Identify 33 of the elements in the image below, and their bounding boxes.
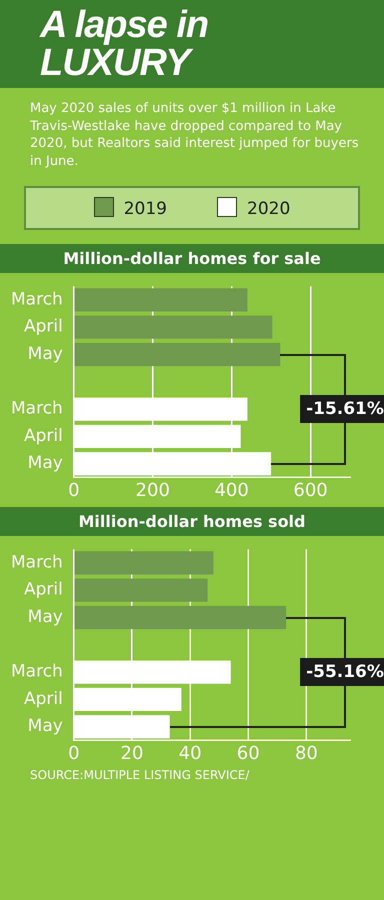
x-tick-label: 400: [214, 480, 249, 502]
y-tick-label: April: [24, 689, 63, 710]
x-tick-label: 40: [178, 743, 202, 764]
y-tick-label: March: [10, 552, 63, 572]
x-tick-label: 0: [68, 743, 80, 764]
x-tick-label: 80: [294, 743, 318, 764]
x-tick-label: 200: [136, 480, 170, 502]
legend-label: 2020: [246, 198, 290, 220]
annotation: -55.16%: [300, 658, 384, 686]
y-tick-label: May: [28, 453, 63, 474]
x-tick-label: 60: [236, 743, 260, 764]
y-tick-label: April: [24, 580, 63, 600]
x-tick-label: 600: [293, 480, 328, 502]
y-tick-label: May: [28, 716, 63, 736]
y-tick-label: April: [24, 426, 63, 446]
y-tick-label: May: [28, 607, 63, 628]
bar: [74, 606, 286, 630]
source-note: SOURCE:MULTIPLE LISTING SERVICE/: [29, 768, 250, 784]
legend-label: 2019: [122, 198, 167, 220]
y-tick-label: April: [24, 316, 63, 337]
text: A lapse in LUXURY: [40, 4, 210, 84]
y-tick-label: March: [10, 662, 63, 682]
chart-title: Million-dollar homes sold: [0, 507, 384, 536]
chart-title: Million-dollar homes for sale: [0, 244, 384, 274]
y-tick-label: March: [10, 289, 63, 310]
x-tick-label: 20: [120, 743, 144, 764]
y-tick-label: May: [28, 344, 63, 364]
text: May 2020 sales of units over $1 million in Lake Travis-Westlake have dropped compared to May 2020, but Realtors said interest jumped for buyers in June.: [29, 100, 360, 171]
bar: [74, 551, 214, 575]
y-tick-label: March: [10, 398, 63, 419]
x-tick-label: 0: [68, 480, 80, 502]
bar: [74, 578, 208, 602]
annotation: -15.61%: [300, 395, 384, 424]
